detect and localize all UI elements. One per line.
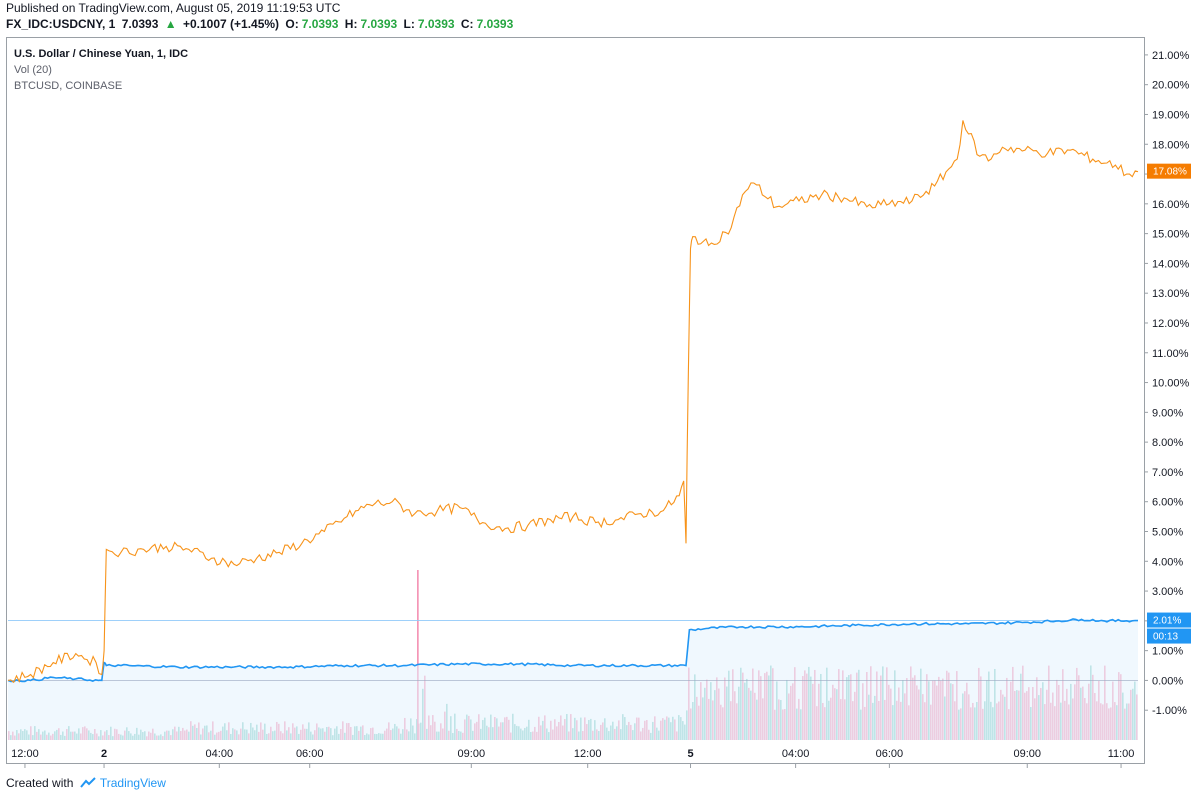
y-tick-label: 12.00% <box>1152 318 1190 330</box>
legend-volume[interactable]: Vol (20) <box>14 64 52 76</box>
y-tick-label: 15.00% <box>1152 229 1190 241</box>
y-tick-label: 1.00% <box>1152 646 1183 658</box>
y-tick-label: 21.00% <box>1152 50 1190 62</box>
x-tick-label: 11:00 <box>1108 748 1135 760</box>
published-caption: Published on TradingView.com, August 05,… <box>6 1 341 15</box>
high-value: 7.0393 <box>360 17 398 31</box>
x-tick-label: 09:00 <box>1013 748 1041 760</box>
up-triangle-icon: ▲ <box>164 17 177 31</box>
price-change: +0.1007 (+1.45%) <box>182 17 280 31</box>
x-tick-label: 12:00 <box>574 748 602 760</box>
x-axis: 12:00 2 04:00 06:00 09:00 12:00 5 04:00 06:00 09:… <box>11 748 1134 768</box>
y-tick-label: 16.00% <box>1152 199 1190 211</box>
usdcny-timer-badge <box>1147 628 1191 644</box>
y-tick-label: 4.00% <box>1152 556 1183 568</box>
y-tick-label: 14.00% <box>1152 258 1190 270</box>
x-tick-label: 04:00 <box>206 748 234 760</box>
y-tick-label: 3.00% <box>1152 586 1183 598</box>
x-tick-label: 09:00 <box>458 748 486 760</box>
usdcny-badge-text: 2.01% <box>1153 616 1181 627</box>
close-value: 7.0393 <box>476 17 514 31</box>
footer: Created with TradingView <box>6 776 166 790</box>
y-tick-label: 9.00% <box>1152 407 1183 419</box>
open-label: O: <box>285 17 299 31</box>
x-tick-label: 06:00 <box>876 748 904 760</box>
low-label: L: <box>403 17 415 31</box>
last-price: 7.0393 <box>121 17 159 31</box>
x-tick-label: 12:00 <box>11 748 39 760</box>
y-tick-label: 8.00% <box>1152 437 1183 449</box>
chart-legend: U.S. Dollar / Chinese Yuan, 1, IDC Vol (… <box>14 46 188 94</box>
y-tick-label: 11.00% <box>1152 348 1189 360</box>
y-tick-label: 20.00% <box>1152 80 1190 92</box>
y-tick-label: 7.00% <box>1152 467 1183 479</box>
x-tick-label: 04:00 <box>782 748 810 760</box>
chart-frame[interactable] <box>6 37 1145 764</box>
open-value: 7.0393 <box>301 17 339 31</box>
series-lines <box>7 120 1139 684</box>
volume-bar <box>417 570 419 740</box>
x-tick-label: 2 <box>101 748 107 760</box>
y-tick-label: 10.00% <box>1152 378 1190 390</box>
y-tick-label: 19.00% <box>1152 109 1190 121</box>
legend-main-series[interactable]: U.S. Dollar / Chinese Yuan, 1, IDC <box>14 48 189 60</box>
tradingview-logo-icon <box>79 777 96 788</box>
usdcny-badge <box>1147 612 1191 628</box>
usdcny-area-fill <box>8 618 1138 740</box>
price-badges: 17.08% 2.01% 00:13 <box>1147 163 1191 644</box>
x-tick-label: 5 <box>687 748 693 760</box>
low-value: 7.0393 <box>417 17 455 31</box>
y-tick-label: 0.00% <box>1152 675 1183 687</box>
close-label: C: <box>460 17 474 31</box>
y-tick-label: 18.00% <box>1152 139 1190 151</box>
legend-compare-series[interactable]: BTCUSD, COINBASE <box>14 80 123 92</box>
high-label: H: <box>344 17 358 31</box>
tradingview-brand[interactable]: TradingView <box>99 776 166 790</box>
btc-badge <box>1147 163 1191 179</box>
created-with-label: Created with <box>6 776 74 790</box>
btc-badge-text: 17.08% <box>1153 167 1187 178</box>
usdcny-line <box>7 618 1139 683</box>
y-tick-label: 13.00% <box>1152 288 1190 300</box>
y-tick-label: 6.00% <box>1152 497 1183 509</box>
usdcny-timer-text: 00:13 <box>1153 632 1178 643</box>
quote-line: FX_IDC:USDCNY, 1 7.0393 ▲ +0.1007 (+1.45… <box>6 17 516 31</box>
btc-line <box>7 120 1139 684</box>
y-tick-label: -1.00% <box>1152 705 1187 717</box>
x-tick-label: 06:00 <box>296 748 324 760</box>
symbol-label: FX_IDC:USDCNY, 1 <box>6 17 116 31</box>
y-tick-label: 5.00% <box>1152 526 1183 538</box>
